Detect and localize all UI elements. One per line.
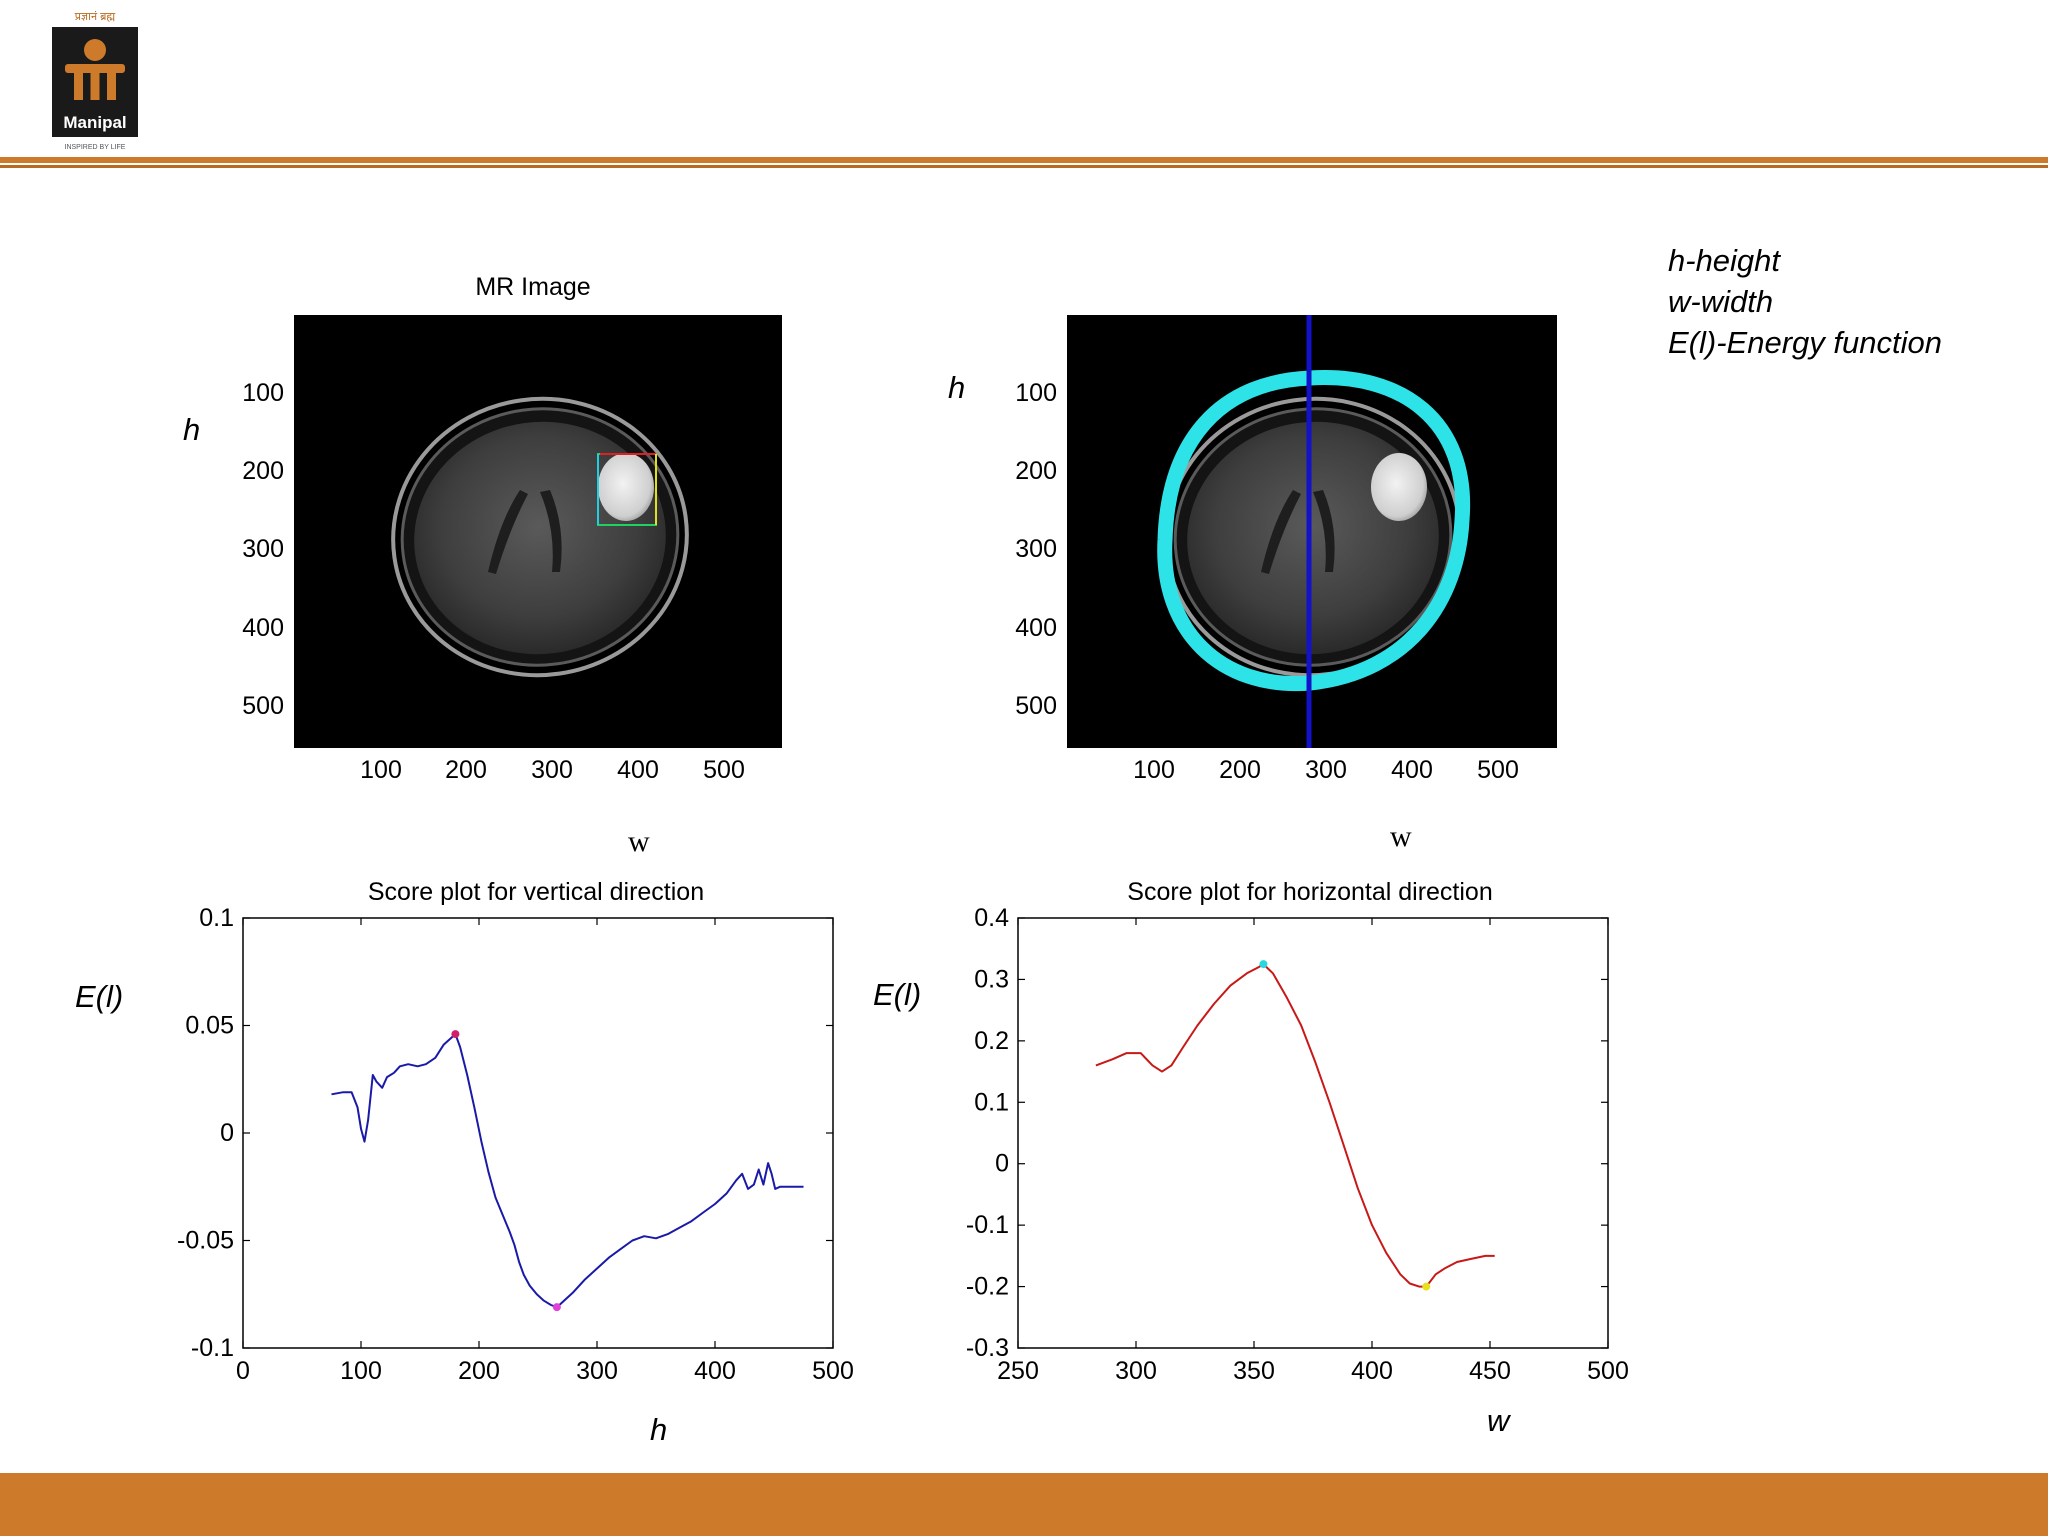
seg-ytick-label: 400 — [1015, 614, 1057, 642]
y-tick-label: 0.2 — [974, 1027, 1009, 1055]
mr-ytick-label: 200 — [242, 457, 284, 485]
y-tick-label: -0.2 — [966, 1273, 1009, 1301]
note-width: w-width — [1668, 284, 1774, 319]
y-tick-label: -0.3 — [966, 1334, 1009, 1362]
mr-ytick-label: 500 — [242, 692, 284, 720]
seg-ytick-label: 300 — [1015, 535, 1057, 563]
extremum-marker — [552, 1303, 561, 1312]
mr-image-title: MR Image — [475, 273, 590, 301]
note-energy: E(l)-Energy function — [1668, 325, 1942, 360]
seg-xtick-label: 200 — [1219, 756, 1261, 784]
y-tick-label: -0.1 — [966, 1211, 1009, 1239]
y-tick-label: -0.05 — [177, 1227, 234, 1255]
x-tick-label: 0 — [236, 1357, 250, 1385]
y-tick-label: 0.4 — [974, 904, 1009, 932]
footer-bar — [0, 1473, 2048, 1536]
mr-xlabel: w — [628, 825, 650, 858]
seg-xtick-label: 100 — [1133, 756, 1175, 784]
header-rule — [0, 157, 2048, 168]
mr-ytick-label: 400 — [242, 614, 284, 642]
y-tick-label: 0 — [220, 1119, 234, 1147]
seg-ytick-label: 200 — [1015, 457, 1057, 485]
x-tick-label: 200 — [458, 1357, 500, 1385]
mr-xtick-label: 100 — [360, 756, 402, 784]
legend-notes: h-height w-width E(l)-Energy function — [1668, 240, 1942, 363]
seg-xtick-label: 300 — [1305, 756, 1347, 784]
x-tick-label: 400 — [1351, 1357, 1393, 1385]
seg-ylabel: h — [948, 370, 965, 405]
chart-title: Score plot for horizontal direction — [1127, 878, 1492, 906]
chart-xlabel: h — [650, 1412, 667, 1447]
y-tick-label: 0.1 — [199, 904, 234, 932]
segmented-image-panel: 100 200 300 400 500 100 200 300 400 500 … — [948, 315, 1557, 853]
extremum-marker — [451, 1030, 460, 1039]
x-tick-label: 250 — [997, 1357, 1039, 1385]
seg-xlabel: w — [1390, 820, 1412, 853]
mr-xtick-label: 300 — [531, 756, 573, 784]
x-tick-label: 100 — [340, 1357, 382, 1385]
note-height: h-height — [1668, 243, 1781, 278]
mr-xtick-label: 400 — [617, 756, 659, 784]
chart-ylabel: E(l) — [873, 977, 921, 1012]
manipal-logo: प्रज्ञानं ब्रह्म Manipal INSPIRED BY LIF… — [52, 10, 138, 151]
series-line — [331, 1033, 804, 1309]
x-tick-label: 300 — [1115, 1357, 1157, 1385]
extremum-marker — [1422, 1282, 1431, 1291]
chart-ylabel: E(l) — [75, 979, 123, 1014]
extremum-marker — [1259, 960, 1268, 969]
horizontal-score-plot: Score plot for horizontal direction 250 30… — [873, 878, 1629, 1438]
y-tick-label: 0.1 — [974, 1088, 1009, 1116]
mr-xtick-label: 200 — [445, 756, 487, 784]
mr-ylabel: h — [183, 412, 200, 447]
seg-ytick-label: 500 — [1015, 692, 1057, 720]
y-tick-label: 0.3 — [974, 965, 1009, 993]
x-tick-label: 300 — [576, 1357, 618, 1385]
vertical-score-plot: Score plot for vertical direction 0 100 200… — [75, 878, 854, 1447]
seg-xtick-label: 400 — [1391, 756, 1433, 784]
mr-xtick-label: 500 — [703, 756, 745, 784]
x-tick-label: 500 — [812, 1357, 854, 1385]
x-tick-label: 400 — [694, 1357, 736, 1385]
y-tick-label: 0.05 — [185, 1012, 234, 1040]
logo-top-text: प्रज्ञानं ब्रह्म — [75, 10, 116, 23]
seg-xtick-label: 500 — [1477, 756, 1519, 784]
y-tick-label: 0 — [995, 1150, 1009, 1178]
x-tick-label: 350 — [1233, 1357, 1275, 1385]
seg-ytick-label: 100 — [1015, 379, 1057, 407]
x-tick-label: 500 — [1587, 1357, 1629, 1385]
logo-org-name: Manipal — [63, 113, 126, 132]
series-line — [1095, 963, 1495, 1288]
x-tick-label: 450 — [1469, 1357, 1511, 1385]
chart-title: Score plot for vertical direction — [368, 878, 704, 906]
y-tick-label: -0.1 — [191, 1334, 234, 1362]
plot-frame — [242, 917, 834, 1349]
plot-frame — [1017, 917, 1609, 1349]
chart-xlabel: w — [1487, 1403, 1512, 1438]
logo-tagline: INSPIRED BY LIFE — [65, 144, 126, 151]
mr-ytick-label: 100 — [242, 379, 284, 407]
mr-image-panel: MR Image 100 200 300 400 500 100 200 300… — [183, 273, 782, 858]
mr-ytick-label: 300 — [242, 535, 284, 563]
